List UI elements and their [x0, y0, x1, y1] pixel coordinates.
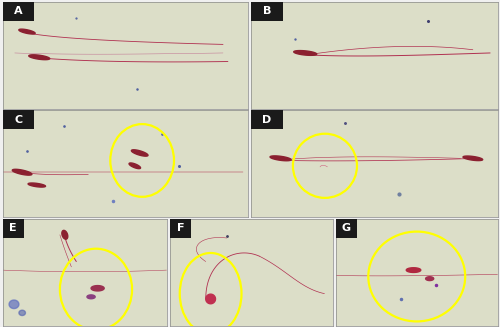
Polygon shape — [62, 230, 68, 239]
Text: A: A — [14, 6, 22, 16]
FancyBboxPatch shape — [2, 219, 24, 238]
Polygon shape — [206, 294, 216, 304]
Polygon shape — [19, 310, 26, 316]
Text: B: B — [263, 6, 271, 16]
Polygon shape — [12, 169, 32, 175]
Polygon shape — [29, 55, 50, 60]
Polygon shape — [132, 150, 148, 156]
FancyBboxPatch shape — [336, 219, 357, 238]
Text: F: F — [177, 223, 184, 233]
Polygon shape — [294, 51, 316, 55]
Polygon shape — [87, 295, 95, 299]
Polygon shape — [9, 300, 19, 309]
FancyBboxPatch shape — [251, 2, 283, 21]
Polygon shape — [28, 183, 46, 187]
Text: C: C — [14, 115, 22, 125]
FancyBboxPatch shape — [2, 110, 34, 129]
Polygon shape — [91, 285, 104, 291]
Polygon shape — [270, 156, 291, 161]
Polygon shape — [129, 163, 140, 169]
FancyBboxPatch shape — [2, 2, 34, 21]
Polygon shape — [426, 277, 434, 281]
Polygon shape — [463, 156, 482, 161]
FancyBboxPatch shape — [251, 110, 283, 129]
Text: G: G — [342, 223, 351, 233]
Text: D: D — [262, 115, 272, 125]
FancyBboxPatch shape — [170, 219, 191, 238]
Polygon shape — [406, 268, 421, 272]
Text: E: E — [10, 223, 17, 233]
Polygon shape — [19, 29, 35, 34]
